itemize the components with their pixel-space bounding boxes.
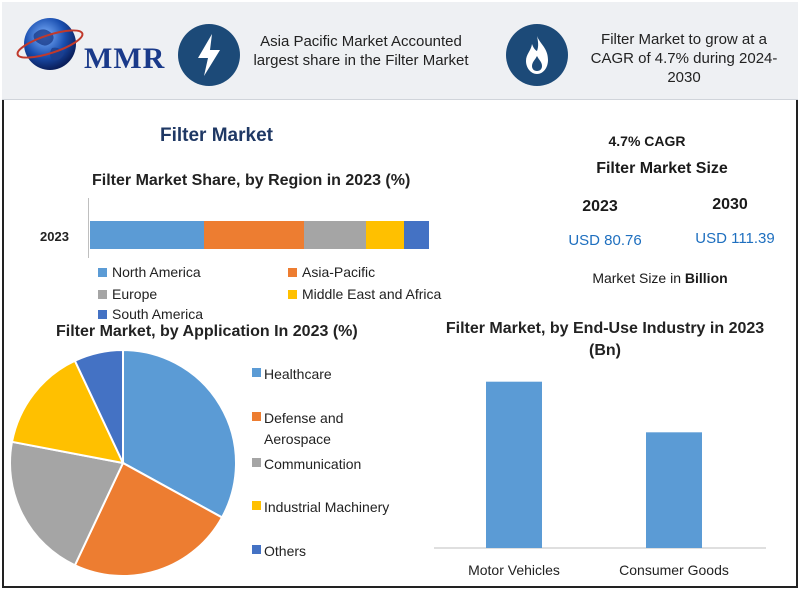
year-2030: 2030 (712, 196, 748, 213)
pie-legend-label-healthcare: Healthcare (264, 366, 332, 382)
pie-legend-swatch-defense-and-aerospace (252, 412, 261, 421)
enduse-tick-label-consumer-goods: Consumer Goods (619, 562, 729, 578)
region-legend-label-asia-pacific: Asia-Pacific (302, 264, 376, 280)
unit-note-bold: Billion (684, 270, 728, 286)
region-bar-segment-middle-east-and-africa (366, 221, 404, 249)
pie-slice-defense-and-aerospace (73, 461, 224, 577)
globe-icon (16, 18, 84, 70)
pie-slice-communication (9, 440, 125, 567)
pie-legend-swatch-industrial-machinery (252, 501, 261, 510)
region-legend-label-north-america: North America (112, 264, 201, 280)
region-bar-segment-europe (303, 221, 367, 249)
region-legend-swatch-middle-east-and-africa (288, 290, 297, 299)
region-legend-label-south-america: South America (112, 306, 204, 322)
region-bar-segment-south-america (403, 221, 429, 249)
region-legend-swatch-south-america (98, 310, 107, 319)
year-2023: 2023 (582, 198, 618, 215)
header-band (2, 2, 798, 100)
header-cagr-text: Filter Market to grow at a CAGR of 4.7% … (590, 31, 778, 86)
unit-note-prefix: Market Size in (592, 270, 685, 286)
region-bar-segment-north-america (90, 221, 204, 249)
region-legend-swatch-north-america (98, 268, 107, 277)
pie-legend-swatch-healthcare (252, 368, 261, 377)
market-size-title: Filter Market Size (596, 160, 728, 177)
value-2030: USD 111.39 (695, 230, 775, 247)
pie-slice-healthcare (122, 348, 237, 519)
pie-legend-label-communication: Communication (264, 456, 362, 472)
unit-note: Market Size in Billion (570, 270, 750, 286)
pie-legend-label-industrial-machinery: Industrial Machinery (264, 499, 390, 515)
enduse-bar-consumer-goods (646, 432, 702, 548)
cagr-label: 4.7% CAGR (608, 133, 686, 149)
enduse-bar-motor-vehicles (486, 381, 542, 548)
region-legend-swatch-asia-pacific (288, 268, 297, 277)
region-category-label: 2023 (40, 229, 69, 244)
region-legend-label-middle-east-and-africa: Middle East and Africa (302, 286, 442, 302)
region-legend-swatch-europe (98, 290, 107, 299)
flame-icon (506, 24, 568, 86)
enduse-bar-chart: Motor Vehicles Consumer Goods (434, 381, 766, 578)
market-title: Filter Market (160, 125, 273, 146)
header-region-text: Asia Pacific Market Accounted largest sh… (253, 33, 469, 69)
value-2023: USD 80.76 (568, 232, 642, 249)
region-chart-title: Filter Market Share, by Region in 2023 (… (92, 172, 411, 189)
region-legend-label-europe: Europe (112, 286, 158, 302)
region-chart-axis (88, 198, 89, 258)
enduse-tick-label-motor-vehicles: Motor Vehicles (468, 562, 560, 578)
pie-slice-others (73, 348, 124, 464)
region-bar-segment-asia-pacific (203, 221, 304, 249)
pie-legend-swatch-others (252, 545, 261, 554)
pie-slice-industrial-machinery (10, 359, 125, 465)
pie-legend-swatch-communication (252, 458, 261, 467)
application-pie-chart (9, 348, 237, 577)
application-chart-title: Filter Market, by Application In 2023 (%… (56, 323, 358, 340)
brand-name: MMR (84, 42, 166, 75)
pie-legend-label-defense-and-aerospace: Defense and Aerospace (264, 410, 344, 447)
pie-legend-label-others: Others (264, 543, 307, 559)
enduse-chart-title: Filter Market, by End-Use Industry in 20… (445, 320, 765, 359)
lightning-bolt-icon (178, 24, 240, 86)
brand-logo: MMR (14, 14, 166, 75)
